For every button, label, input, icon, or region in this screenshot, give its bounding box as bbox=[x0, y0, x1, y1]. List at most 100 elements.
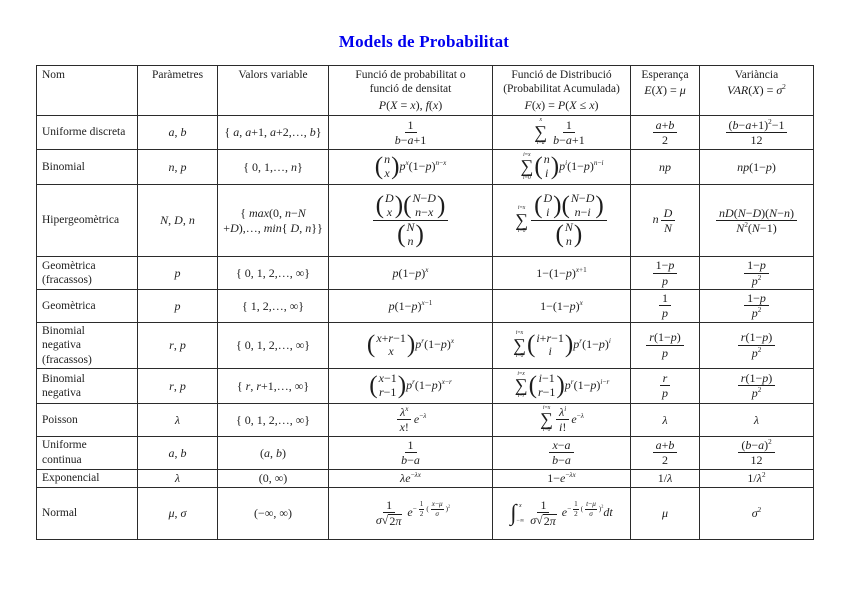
cell-pdf-formula: p(1−p)x bbox=[328, 256, 493, 290]
cell-cdf-formula: i=x ∑ i=0(n i) pi(1−p)n−i bbox=[492, 149, 631, 185]
header-esperanca-label: Esperança bbox=[641, 69, 689, 81]
cell-expectation: np bbox=[630, 149, 700, 185]
table-row: Uniforme continua a, b (a, b) 1 b−a x−a b−… bbox=[36, 435, 814, 470]
cell-parameters: r, p bbox=[137, 367, 218, 404]
cell-parameters: a, b bbox=[137, 435, 218, 470]
cell-parameters: r, p bbox=[137, 321, 218, 369]
cell-cdf-formula: ∫ x −∞ 1 σ √ 2π e− 1 2(t−μ σ)2dt bbox=[492, 486, 631, 540]
cell-model-name: Exponencial bbox=[36, 468, 138, 488]
cell-model-name: Geomètrica bbox=[36, 289, 138, 323]
table-row: Normal μ, σ (−∞, ∞) 1 σ √ 2π e− 1 2(x−μ σ)2 ∫ x −… bbox=[36, 486, 814, 540]
header-row: Nom Paràmetres Valors variable Funció de… bbox=[36, 65, 814, 116]
cell-parameters: a, b bbox=[137, 115, 218, 150]
cell-variable-values: { a, a+1, a+2,…, b} bbox=[217, 115, 329, 150]
header-nom-label: Nom bbox=[42, 69, 65, 81]
cell-cdf-formula: x−a b−a bbox=[492, 435, 631, 470]
table-row: Binomial negativa r, p { r, r+1,…, ∞} (x… bbox=[36, 367, 814, 404]
cell-model-name: Normal bbox=[36, 486, 138, 540]
header-pdf-formula: P(X = x), f(x) bbox=[378, 97, 443, 112]
cell-parameters: μ, σ bbox=[137, 486, 218, 540]
cell-cdf-formula: 1−(1−p)x+1 bbox=[492, 256, 631, 290]
cell-variance: σ2 bbox=[699, 486, 814, 540]
header-parametres-label: Paràmetres bbox=[151, 69, 204, 81]
cell-variance: 1−p p2 bbox=[699, 256, 814, 290]
cell-variable-values: { max(0, n−N +D),…, min{ D, n}} bbox=[217, 184, 329, 257]
cell-model-name: Binomial negativa bbox=[36, 367, 138, 404]
cell-variance: np(1−p) bbox=[699, 149, 814, 185]
table-row: Geomètrica p { 1, 2,…, ∞} p(1−p)x−1 1−(1… bbox=[36, 289, 814, 323]
cell-model-name: Hipergeomètrica bbox=[36, 184, 138, 257]
cell-pdf-formula: p(1−p)x−1 bbox=[328, 289, 493, 323]
table-row: Binomial negativa (fracassos) r, p { 0, … bbox=[36, 321, 814, 369]
cell-cdf-formula: 1−e−λx bbox=[492, 468, 631, 488]
header-parametres: Paràmetres bbox=[137, 65, 218, 116]
header-nom: Nom bbox=[36, 65, 138, 116]
cell-parameters: λ bbox=[137, 468, 218, 488]
cell-variance: (b−a+1)2−1 12 bbox=[699, 115, 814, 150]
header-esperanca-formula: E(X) = μ bbox=[644, 83, 686, 98]
cell-variance: 1−p p2 bbox=[699, 289, 814, 323]
cell-cdf-formula: i=x ∑ i=r(i−1 r−1) pr(1−p)i−r bbox=[492, 367, 631, 404]
header-valors-label: Valors variable bbox=[238, 69, 308, 81]
header-variancia: Variància VAR(X) = σ2 bbox=[699, 65, 814, 116]
header-cdf: Funció de Distribució (Probabilitat Acum… bbox=[492, 65, 631, 116]
header-pdf-label: Funció de probabilitat o funció de densi… bbox=[355, 69, 466, 96]
cell-pdf-formula: (n x) px(1−p)n−x bbox=[328, 149, 493, 185]
cell-variable-values: (a, b) bbox=[217, 435, 329, 470]
cell-variable-values: { 0, 1, 2,…, ∞} bbox=[217, 256, 329, 290]
header-esperanca: Esperança E(X) = μ bbox=[630, 65, 700, 116]
table-row: Poisson λ { 0, 1, 2,…, ∞} λx x! e−λ i=x ∑ i=… bbox=[36, 402, 814, 437]
cell-variable-values: { 0, 1, 2,…, ∞} bbox=[217, 321, 329, 369]
table-row: Exponencial λ (0, ∞) λe−λx 1−e−λx 1/λ 1/… bbox=[36, 468, 814, 488]
table-row: Uniforme discreta a, b { a, a+1, a+2,…, … bbox=[36, 115, 814, 150]
cell-cdf-formula: x ∑ i=a 1 b−a+1 bbox=[492, 115, 631, 150]
cell-pdf-formula: λx x! e−λ bbox=[328, 402, 493, 437]
cell-pdf-formula: 1 b−a bbox=[328, 435, 493, 470]
header-cdf-label: Funció de Distribució (Probabilitat Acum… bbox=[503, 69, 620, 96]
cell-variable-values: (−∞, ∞) bbox=[217, 486, 329, 540]
cell-variance: r(1−p) p2 bbox=[699, 321, 814, 369]
cell-parameters: p bbox=[137, 289, 218, 323]
table-row: Binomial n, p { 0, 1,…, n} (n x) px(1−p)n−… bbox=[36, 149, 814, 185]
cell-expectation: λ bbox=[630, 402, 700, 437]
cell-variable-values: { 0, 1, 2,…, ∞} bbox=[217, 402, 329, 437]
cell-model-name: Binomial bbox=[36, 149, 138, 185]
page-title: Models de Probabilitat bbox=[338, 32, 510, 51]
cell-cdf-formula: i=x ∑ i=0(i+r−1 i) pr(1−p)i bbox=[492, 321, 631, 369]
cell-expectation: r(1−p) p bbox=[630, 321, 700, 369]
cell-pdf-formula: 1 σ √ 2π e− 1 2(x−μ σ)2 bbox=[328, 486, 493, 540]
cell-expectation: a+b 2 bbox=[630, 115, 700, 150]
cell-model-name: Binomial negativa (fracassos) bbox=[36, 321, 138, 369]
cell-pdf-formula: λe−λx bbox=[328, 468, 493, 488]
cell-variance: λ bbox=[699, 402, 814, 437]
cell-model-name: Poisson bbox=[36, 402, 138, 437]
header-variancia-formula: VAR(X) = σ2 bbox=[727, 83, 786, 98]
cell-expectation: μ bbox=[630, 486, 700, 540]
cell-pdf-formula: (x−1 r−1) pr(1−p)x−r bbox=[328, 367, 493, 404]
model-table-body: Uniforme discreta a, b { a, a+1, a+2,…, … bbox=[36, 115, 814, 540]
cell-variable-values: { 0, 1,…, n} bbox=[217, 149, 329, 185]
cell-model-name: Uniforme discreta bbox=[36, 115, 138, 150]
cell-model-name: Uniforme continua bbox=[36, 435, 138, 470]
cell-cdf-formula: 1−(1−p)x bbox=[492, 289, 631, 323]
cell-variance: nD(N−D)(N−n) N2(N−1) bbox=[699, 184, 814, 257]
header-variancia-label: Variància bbox=[734, 69, 779, 81]
cell-parameters: N, D, n bbox=[137, 184, 218, 257]
cell-variance: (b−a)2 12 bbox=[699, 435, 814, 470]
header-cdf-formula: F(x) = P(X ≤ x) bbox=[524, 97, 599, 112]
cell-variable-values: { r, r+1,…, ∞} bbox=[217, 367, 329, 404]
cell-pdf-formula: (x+r−1 x) pr(1−p)x bbox=[328, 321, 493, 369]
probability-models-table: Nom Paràmetres Valors variable Funció de… bbox=[36, 65, 814, 540]
cell-expectation: 1−p p bbox=[630, 256, 700, 290]
cell-variance: 1/λ2 bbox=[699, 468, 814, 488]
cell-model-name: Geomètrica (fracassos) bbox=[36, 256, 138, 290]
header-valors: Valors variable bbox=[217, 65, 329, 116]
cell-pdf-formula: 1 b−a+1 bbox=[328, 115, 493, 150]
cell-cdf-formula: i=x ∑ i=0 λi i! e−λ bbox=[492, 402, 631, 437]
